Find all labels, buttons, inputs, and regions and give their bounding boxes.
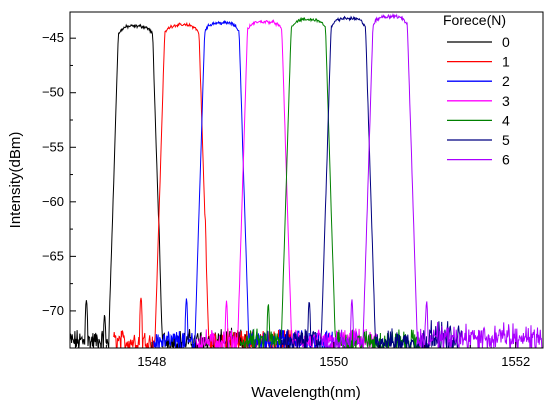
y-tick-label: −50 [42, 85, 64, 100]
x-axis-title: Wavelength(nm) [251, 384, 360, 401]
y-tick-label: −55 [42, 139, 64, 154]
series-layer [70, 13, 543, 348]
legend-title: Forece(N) [443, 12, 506, 28]
legend-label-1: 1 [502, 54, 510, 70]
y-axis-title: Intensity(dBm) [7, 132, 24, 229]
legend-label-6: 6 [502, 152, 510, 168]
x-axis: 1548 1550 1552 [105, 342, 530, 369]
y-tick-label: −45 [42, 30, 64, 45]
x-tick-label: 1550 [319, 354, 348, 369]
y-axis: −45 −50 −55 −60 −65 −70 [42, 30, 76, 339]
x-tick-label: 1552 [501, 354, 530, 369]
plot-frame [69, 11, 544, 349]
series-line-4 [239, 16, 423, 348]
legend-label-0: 0 [502, 34, 510, 50]
series-line-2 [153, 19, 336, 348]
series-line-5 [279, 15, 463, 348]
series-line-3 [195, 19, 379, 348]
x-tick-label: 1548 [137, 354, 166, 369]
legend-label-5: 5 [502, 132, 510, 148]
y-tick-label: −70 [42, 303, 64, 318]
series-line-6 [321, 13, 543, 348]
legend-label-2: 2 [502, 73, 510, 89]
y-tick-label: −60 [42, 194, 64, 209]
legend-label-4: 4 [502, 112, 510, 128]
legend-label-3: 3 [502, 93, 510, 109]
legend: Forece(N) 0 1 2 3 4 5 6 [443, 12, 510, 168]
y-tick-label: −65 [42, 248, 64, 263]
